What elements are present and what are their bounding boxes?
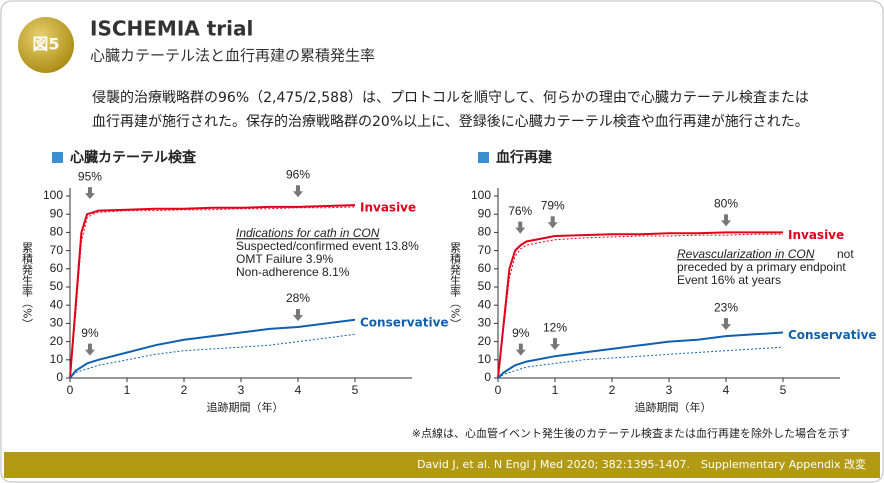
series-line — [497, 346, 784, 379]
annotation-label: 76% — [508, 204, 532, 218]
note-line: OMT Failure 3.9% — [236, 252, 333, 266]
annotation-arrow — [550, 338, 560, 351]
annotation-label: 9% — [512, 326, 530, 340]
title-marker — [52, 152, 63, 163]
x-tick-label: 2 — [609, 383, 616, 397]
body-line: 侵襲的治療戦略群の96%（2,475/2,588）は、プロトコルを順守して、何ら… — [92, 89, 809, 106]
series-label: Invasive — [788, 228, 844, 242]
subtitle: 心臓カテーテル法と血行再建の累積発生率 — [90, 47, 375, 65]
y-tick-label: 0 — [56, 370, 63, 384]
series-line — [497, 331, 784, 379]
source: David J, et al. N Engl J Med 2020; 382:1… — [417, 457, 866, 471]
body-line: 血行再建が施行された。保存的治療戦略群の20%以上に、登録後に心臓カテーテル検査… — [92, 113, 809, 130]
x-tick-label: 2 — [181, 383, 188, 397]
y-tick-label: 50 — [50, 279, 64, 293]
badge-text: 図5 — [32, 35, 59, 54]
annotation-arrow — [293, 185, 303, 198]
y-tick-label: 80 — [50, 225, 64, 239]
note-heading: Indications for cath in CON — [236, 226, 380, 240]
x-tick-label: 3 — [238, 383, 245, 397]
y-tick-label: 0 — [484, 370, 491, 384]
annotation-label: 80% — [714, 197, 738, 211]
badge — [18, 17, 74, 73]
x-tick-label: 4 — [295, 383, 302, 397]
chart-title: 血行再建 — [496, 149, 552, 166]
x-tick-label: 1 — [124, 383, 131, 397]
y-tick-label: 70 — [50, 243, 64, 257]
footer-bar — [4, 452, 880, 478]
series-label: Invasive — [360, 201, 416, 215]
annotation-arrow — [515, 343, 526, 356]
y-tick-label: 40 — [50, 297, 64, 311]
y-tick-label: 20 — [50, 334, 64, 348]
annotation-label: 79% — [541, 198, 565, 212]
x-axis-label: 追跡期間（年） — [207, 400, 284, 414]
x-tick-label: 0 — [67, 383, 74, 397]
series-label: Conservative — [360, 315, 449, 329]
annotation-label: 9% — [81, 326, 99, 340]
x-tick-label: 3 — [666, 383, 673, 397]
series-line — [69, 318, 356, 379]
y-tick-label: 60 — [478, 261, 492, 275]
note-line: Non-adherence 8.1% — [236, 265, 350, 279]
note-heading: Revascularization in CON — [677, 247, 815, 261]
annotation-label: 96% — [286, 167, 310, 181]
x-tick-label: 1 — [552, 383, 559, 397]
x-tick-label: 4 — [723, 383, 730, 397]
y-tick-label: 90 — [50, 206, 64, 220]
y-tick-label: 10 — [478, 352, 492, 366]
y-tick-label: 90 — [478, 206, 492, 220]
series-line — [497, 233, 783, 379]
y-tick-label: 100 — [43, 188, 63, 202]
y-axis-label: 累積発生率（%） — [449, 242, 462, 330]
annotation-label: 12% — [543, 320, 567, 334]
y-tick-label: 30 — [478, 316, 492, 330]
x-axis-label: 追跡期間（年） — [635, 400, 712, 414]
y-tick-label: 50 — [478, 279, 492, 293]
note-line: preceded by a primary endpoint — [677, 260, 846, 274]
y-tick-label: 10 — [50, 352, 64, 366]
y-tick-label: 40 — [478, 297, 492, 311]
annotation-arrow — [547, 216, 558, 229]
y-tick-label: 70 — [478, 243, 492, 257]
y-tick-label: 80 — [478, 225, 492, 239]
y-axis-label: 累積発生率（%） — [21, 242, 34, 330]
series-label: Conservative — [788, 328, 877, 342]
annotation-label: 95% — [78, 169, 102, 183]
series-line — [69, 204, 356, 379]
chart-title: 心臓カテーテル検査 — [70, 149, 197, 166]
annotation-arrow — [515, 221, 526, 234]
x-tick-label: 5 — [780, 383, 787, 397]
note-heading-rest: not — [837, 247, 854, 261]
annotation-label: 28% — [286, 291, 310, 305]
series-line — [69, 333, 356, 379]
annotation-arrow — [721, 318, 731, 331]
x-tick-label: 0 — [495, 383, 502, 397]
annotation-arrow — [84, 187, 95, 200]
annotation-arrow — [721, 214, 731, 227]
y-tick-label: 60 — [50, 261, 64, 275]
series-line — [69, 206, 356, 379]
note-line: Suspected/confirmed event 13.8% — [236, 239, 419, 253]
annotation-label: 23% — [714, 300, 738, 314]
footnote: ※点線は、心血管イベント発生後のカテーテル検査または血行再建を除外した場合を示す — [412, 426, 850, 440]
y-tick-label: 30 — [50, 316, 64, 330]
annotation-arrow — [293, 309, 303, 322]
annotation-arrow — [84, 343, 95, 356]
note-line: Event 16% at years — [677, 273, 781, 287]
y-tick-label: 20 — [478, 334, 492, 348]
title-marker — [478, 152, 489, 163]
series-line — [497, 231, 783, 379]
x-tick-label: 5 — [352, 383, 359, 397]
title: ISCHEMIA trial — [90, 17, 253, 41]
y-tick-label: 100 — [471, 188, 491, 202]
